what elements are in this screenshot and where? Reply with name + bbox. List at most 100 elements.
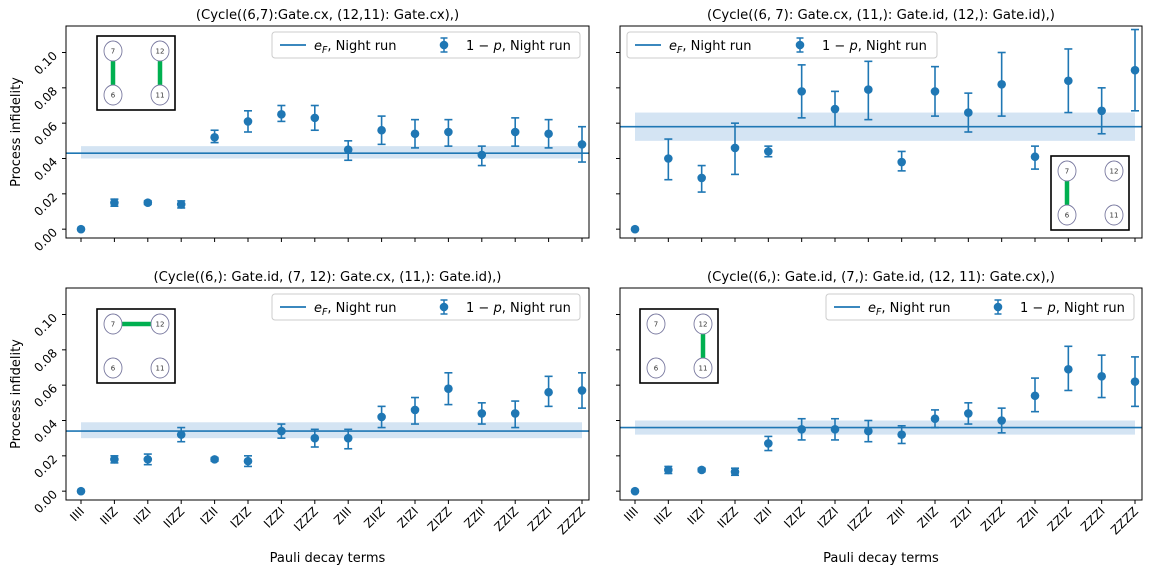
qubit-node (646, 357, 666, 379)
data-point (930, 87, 940, 96)
x-tick-label: IIIZ (651, 504, 674, 527)
data-point (243, 456, 253, 466)
subplot-title: (Cycle((6,7):Gate.cx, (12,11): Gate.cx),… (196, 8, 459, 23)
y-tick-label: 0.00 (31, 225, 60, 254)
qubit-label: 6 (654, 365, 659, 373)
qubit-label: 11 (1110, 212, 1119, 220)
data-point (243, 117, 253, 126)
legend-marker-label: 1 − p, Night run (1020, 301, 1125, 316)
data-point (664, 154, 673, 163)
subplot-title: (Cycle((6, 7): Gate.cx, (11,): Gate.id, … (707, 8, 1055, 23)
x-tick-label: ZZII (461, 504, 488, 531)
y-tick-label: 0.04 (31, 155, 60, 184)
legend: eF, Night run 1 − p, Night run (271, 31, 581, 59)
legend-line-label: eF, Night run (669, 39, 752, 56)
data-point (410, 129, 420, 139)
qubit-label: 7 (111, 321, 115, 329)
subplot-4: (Cycle((6,): Gate.id, (7,): Gate.id, (12… (616, 270, 1143, 566)
x-tick-label: IIZZ (161, 504, 188, 531)
x-tick-label: IZIZ (228, 504, 255, 531)
data-point (1064, 364, 1073, 374)
data-point (343, 145, 353, 154)
qubit-label: 12 (156, 48, 165, 56)
data-point (143, 455, 153, 464)
qubit-label: 12 (1110, 168, 1119, 176)
x-tick-label: IIZI (131, 504, 154, 527)
qubit-label: 12 (156, 321, 165, 329)
y-tick-label: 0.10 (31, 49, 60, 78)
data-point (997, 80, 1006, 89)
x-tick-label: IIII (67, 504, 87, 524)
y-axis-label: Process infidelity (9, 339, 24, 449)
qubit-node (1104, 160, 1124, 182)
data-point (444, 384, 453, 394)
x-tick-label: ZZII (1015, 504, 1042, 531)
qubit-node (693, 357, 713, 379)
data-point (176, 430, 186, 439)
data-point (76, 486, 86, 496)
qubit-node (1104, 204, 1124, 226)
qubit-node (693, 313, 713, 335)
data-point (310, 433, 320, 443)
data-point (343, 433, 353, 443)
data-point (310, 113, 320, 123)
data-point (510, 127, 520, 137)
y-tick-label: 0.06 (31, 119, 60, 148)
y-axis-label: Process infidelity (9, 77, 24, 187)
x-tick-label: IIZZ (715, 504, 742, 531)
x-tick-label: ZZZI (1078, 504, 1108, 534)
x-axis-label: Pauli decay terms (270, 551, 386, 566)
y-tick-label: 0.10 (31, 311, 60, 340)
x-tick-label: ZZZZ (555, 504, 588, 537)
x-tick-label: IZZZ (845, 504, 875, 534)
y-tick-label: 0.00 (31, 487, 60, 516)
legend-marker-label: 1 − p, Night run (822, 39, 927, 54)
data-point (110, 198, 119, 207)
x-tick-label: ZIZZ (978, 504, 1008, 534)
data-point (830, 104, 840, 114)
qubit-node (103, 313, 123, 335)
data-point (544, 129, 553, 139)
x-tick-label: IZIZ (781, 504, 808, 531)
x-tick-label: IZZI (815, 504, 842, 531)
data-point (277, 426, 286, 436)
x-tick-label: ZIII (331, 504, 354, 527)
data-point (897, 157, 906, 167)
qubit-node (103, 40, 123, 62)
ef-band (81, 146, 582, 159)
ef-band (81, 422, 582, 439)
data-point (664, 465, 673, 475)
legend-line-label: eF, Night run (868, 301, 951, 318)
qubit-map-inset: 7 12 6 11 (639, 308, 719, 384)
data-point (577, 140, 587, 149)
x-tick-label: IZII (751, 504, 774, 527)
data-point (930, 414, 940, 424)
data-point (277, 110, 286, 119)
legend-box (271, 293, 581, 321)
data-point (997, 416, 1006, 425)
qubit-label: 6 (1065, 212, 1070, 220)
x-tick-label: ZIZI (948, 504, 975, 531)
qubit-label: 6 (111, 92, 116, 100)
data-point (730, 467, 740, 477)
data-point (477, 409, 487, 418)
data-point (630, 486, 640, 496)
qubit-label: 7 (654, 321, 658, 329)
data-point (797, 87, 806, 96)
axes-frame (619, 287, 1143, 501)
legend-box (626, 31, 938, 59)
x-tick-label: IZZZ (291, 504, 321, 534)
data-point (1097, 106, 1106, 116)
data-point (110, 455, 119, 464)
legend-marker-swatch (993, 302, 1003, 312)
qubit-label: 12 (699, 321, 708, 329)
qubit-label: 11 (699, 365, 708, 373)
qubit-node (103, 84, 123, 106)
y-tick-label: 0.08 (31, 346, 60, 375)
data-point (210, 133, 219, 142)
legend-marker-swatch (795, 40, 805, 50)
qubit-label: 11 (156, 365, 165, 373)
legend-line-label: eF, Night run (314, 39, 397, 56)
data-point (964, 409, 973, 418)
